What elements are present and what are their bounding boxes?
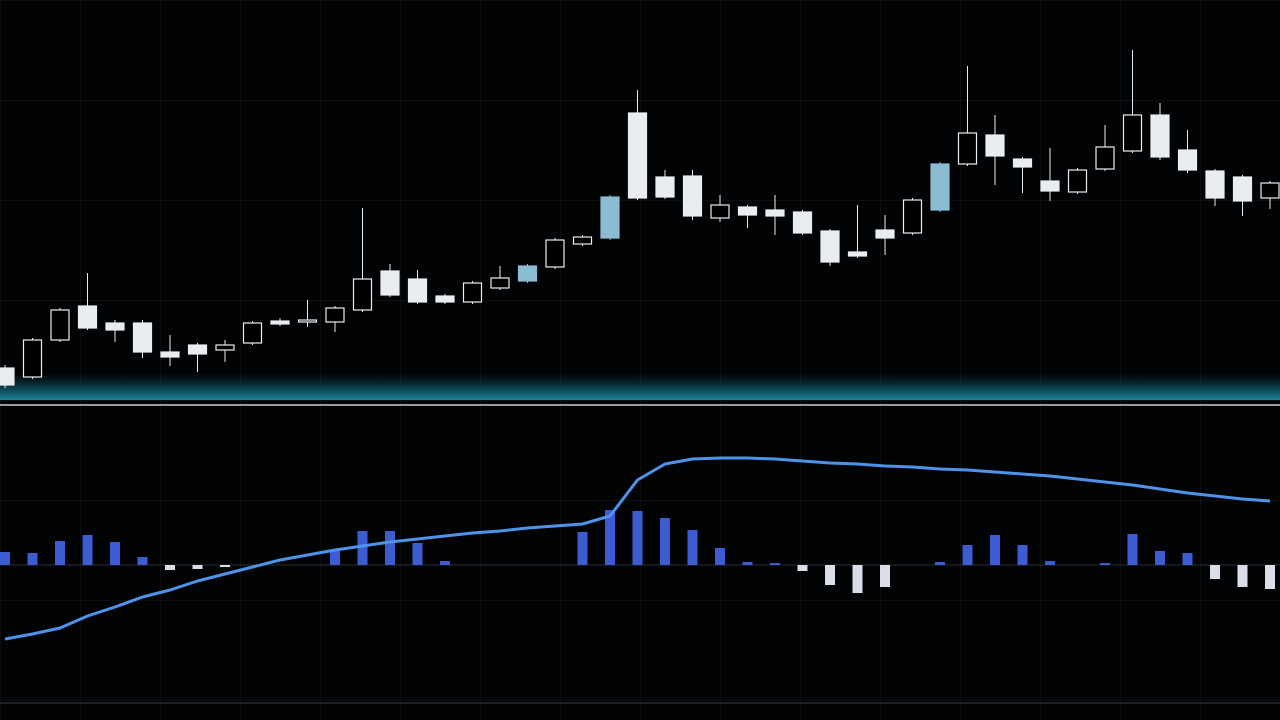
candle-body xyxy=(792,211,813,234)
histogram-bar xyxy=(577,532,588,565)
histogram-bar xyxy=(1265,565,1275,589)
histogram-bar xyxy=(880,565,890,587)
histogram-bar xyxy=(192,565,203,569)
histogram-bar xyxy=(1182,553,1193,565)
candle-body xyxy=(820,230,840,263)
candle-body xyxy=(957,132,978,165)
histogram-bar xyxy=(1237,565,1248,587)
candle-body xyxy=(105,322,125,331)
histogram-bar xyxy=(605,510,615,565)
histogram-bar xyxy=(825,565,835,585)
histogram-bar xyxy=(330,550,340,565)
histogram-bar xyxy=(1127,534,1138,565)
candle-body xyxy=(352,278,373,311)
candle-body xyxy=(435,295,455,303)
histogram-bar xyxy=(412,543,423,565)
histogram-bar xyxy=(137,557,148,565)
histogram-bar xyxy=(0,552,10,565)
candle-body xyxy=(572,236,593,245)
histogram-bar xyxy=(1017,545,1028,565)
histogram-bar xyxy=(55,541,65,565)
candle-body xyxy=(1150,114,1170,158)
candle-body xyxy=(380,270,400,296)
candle-body xyxy=(1177,149,1198,171)
candle-body xyxy=(270,320,290,325)
candle-body xyxy=(1122,114,1143,152)
histogram-bar xyxy=(770,563,780,565)
candle-body xyxy=(160,351,180,358)
candle-body xyxy=(517,265,538,282)
histogram-bar xyxy=(715,548,725,565)
candle-body xyxy=(765,209,785,217)
candle-body xyxy=(1040,180,1060,192)
candle-body xyxy=(682,175,703,217)
candle-body xyxy=(930,163,950,211)
candle-body xyxy=(132,322,153,353)
histogram-bar xyxy=(742,562,753,565)
histogram-bar xyxy=(1155,551,1165,565)
candle-body xyxy=(77,305,98,329)
histogram-bar xyxy=(110,542,120,565)
candle-body xyxy=(875,229,895,239)
candle-body xyxy=(1232,176,1253,202)
histogram-bar xyxy=(797,565,808,571)
candle-body xyxy=(325,307,345,323)
histogram-bar xyxy=(440,561,450,565)
candle-body xyxy=(215,344,235,351)
candle-body xyxy=(902,199,923,234)
histogram-bar xyxy=(82,535,93,565)
candle-body xyxy=(1260,182,1280,199)
candle-body xyxy=(187,344,208,355)
histogram-bar xyxy=(1100,563,1110,565)
histogram-bar xyxy=(632,511,643,565)
candle-body xyxy=(1095,146,1115,170)
candle-body xyxy=(847,251,868,257)
histogram-bar xyxy=(852,565,863,593)
candle-body xyxy=(490,277,510,289)
histogram-bar xyxy=(660,518,670,565)
candle-body xyxy=(407,278,428,303)
histogram-bar xyxy=(220,565,230,567)
histogram-bar xyxy=(687,530,698,565)
candle-body xyxy=(710,204,730,219)
histogram-bar xyxy=(990,535,1000,565)
histogram-bar xyxy=(165,565,175,570)
signal-line xyxy=(4,456,1271,641)
histogram-bar xyxy=(935,562,945,565)
histogram-bar xyxy=(1045,561,1055,565)
candle-body xyxy=(1067,169,1088,193)
candle-body xyxy=(545,239,565,268)
histogram-bar xyxy=(385,531,395,565)
glow-band xyxy=(0,372,1280,400)
histogram-bar xyxy=(357,531,368,565)
candle-body xyxy=(1205,170,1225,199)
candle-body xyxy=(22,339,43,378)
candle-body xyxy=(242,322,263,344)
candle-body xyxy=(297,319,318,323)
candle-body xyxy=(737,206,758,216)
candle-body xyxy=(600,196,620,239)
candle-body xyxy=(0,367,15,386)
candle-body xyxy=(985,134,1005,157)
candle-body xyxy=(1012,158,1033,168)
candle-body xyxy=(655,176,675,198)
candle-body xyxy=(462,282,483,303)
histogram-bar xyxy=(27,553,38,565)
candle-body xyxy=(627,112,648,199)
histogram-bar xyxy=(1210,565,1220,579)
histogram-bar xyxy=(962,545,973,565)
candle-body xyxy=(50,309,70,341)
